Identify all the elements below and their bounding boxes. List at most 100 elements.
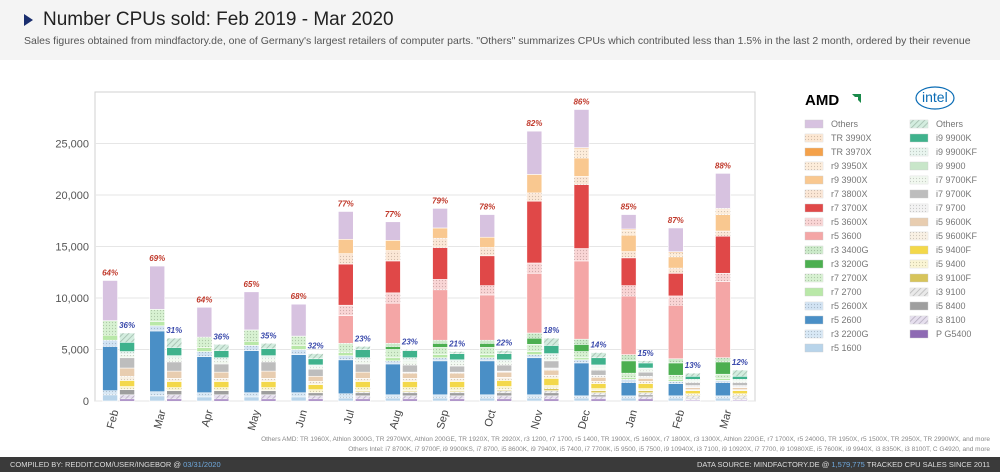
bar-segment-pattern [574,148,589,158]
amd-segment-r3-2200g [196,392,213,398]
intel-segment-i5-9600kf [119,375,135,381]
bar-segment [449,398,465,402]
intel-segment-i9-9900k [684,375,701,380]
bar-segment-pattern [261,387,276,391]
intel-segment-i3-8100 [119,394,135,400]
amd-segment-r5-3600 [667,304,684,360]
intel-segment-i7-9700kf [166,358,183,363]
footer-source: DATA SOURCE: MINDFACTORY.DE @ 1,579,775 … [697,457,990,472]
bar-segment-pattern [338,393,354,398]
amd-segment-r3-3200g [385,346,401,350]
amd-segment-r3-3400g [479,339,496,344]
amd-legend-others: Others [804,119,859,129]
bar-segment [243,340,260,346]
bar-segment [166,398,183,402]
amd-segment-r5-2600x [667,381,684,384]
bar-segment [573,157,590,177]
intel-share-label: 22% [495,339,512,348]
bar-segment [496,398,513,402]
footer-source-count[interactable]: 1,579,775 [831,460,865,469]
intel-segment-i5-9400f [590,383,607,389]
bar-segment-pattern [402,357,418,361]
intel-segment-i7-9700k [732,382,748,386]
bar-segment [449,392,465,397]
bar-segment-pattern [402,395,418,399]
bar-segment [479,397,496,402]
x-tick-label: Feb [105,409,122,430]
legend-label: r5 2600X [831,301,868,311]
intel-segment-i7-9700kf [590,367,607,371]
amd-segment-r5-2600x [432,357,448,362]
bar-segment [573,344,590,352]
intel-segment-i5-9400f [119,380,135,387]
intel-segment-i9-9900kf [543,353,560,358]
intel-segment-i3-9100f [637,390,654,394]
bar-segment [196,306,213,338]
legend-swatch-pattern [805,162,823,170]
bar-segment [732,387,748,390]
bar-segment [732,375,748,380]
legend-swatch [804,203,824,213]
intel-legend-i3-8100: i3 8100 [909,315,966,325]
bar-segment-pattern [149,309,165,322]
bar-segment [496,371,513,378]
bar-segment [260,381,277,388]
amd-legend-r5-2600x: r5 2600X [804,301,868,311]
amd-segment-r3-3200g [667,362,684,376]
intel-segment-i9-9900kf [213,357,230,362]
intel-segment-i5-9400 [449,387,465,391]
intel-segment-i5-9400 [354,387,371,391]
amd-segment-r3-2200g [385,394,401,399]
amd-segment-r5-2600 [149,330,166,393]
intel-segment-i5-8400 [637,394,654,398]
amd-segment-r7-3800x [620,251,637,259]
intel-segment-i5-9400 [260,387,277,391]
bar-segment [307,398,324,402]
amd-segment-others [432,208,448,229]
intel-segment-i5-9600k [260,370,277,379]
legend-swatch-pattern [910,260,928,268]
bar-segment-pattern [591,364,606,368]
amd-share-label: 64% [196,295,212,304]
intel-segment-i7-9700k [543,360,560,369]
intel-segment-i3-9100f [543,388,560,392]
amd-segment-r7-2700 [290,345,307,350]
footer-source-label: DATA SOURCE: MINDFACTORY.DE @ [696,460,830,469]
intel-segment-i5-8400 [449,392,465,397]
bar-segment [526,397,543,402]
bar-segment-pattern [119,376,135,381]
intel-segment-i7-9700k [166,361,183,372]
amd-share-label: 82% [526,119,542,128]
legend-swatch [804,119,824,129]
legend-label: i9 9900K [936,133,972,143]
bar-segment [337,315,354,344]
bar-segment-pattern [385,394,401,398]
bar-segment-pattern [338,355,354,360]
bar-segment-pattern [715,273,731,282]
amd-segment-r7-2700 [479,354,496,359]
amd-segment-r5-2600x [526,354,543,359]
intel-segment-i9-9900kf [119,351,135,355]
bar-segment [307,358,324,366]
legend-swatch [909,273,929,283]
intel-segment-i7-9700kf [449,362,465,367]
intel-segment-i5-9600k [543,369,560,376]
legend-label: Others [831,119,859,129]
bar-segment [715,235,731,274]
bar-segment [543,388,560,392]
intel-segment-i5-8400 [496,392,513,397]
footer-compiled-date[interactable]: 03/31/2020 [183,460,221,469]
bar-segment-pattern [196,337,212,348]
legend-label: i7 9700K [936,189,972,199]
intel-segment-i5-9400 [590,388,607,392]
intel-segment-i9-9900kf [166,355,183,360]
amd-share-label: 68% [291,292,307,301]
legend-label: i3 9100 [936,287,966,297]
amd-segment-r7-3800x [385,250,401,262]
bar-segment-pattern [244,392,259,397]
bar-segment-pattern [261,355,276,359]
intel-segment-i9-9900k [496,353,513,361]
amd-segment-r7-2700 [149,321,166,327]
legend-swatch [909,133,929,143]
intel-segment-i3-8100 [590,396,607,400]
